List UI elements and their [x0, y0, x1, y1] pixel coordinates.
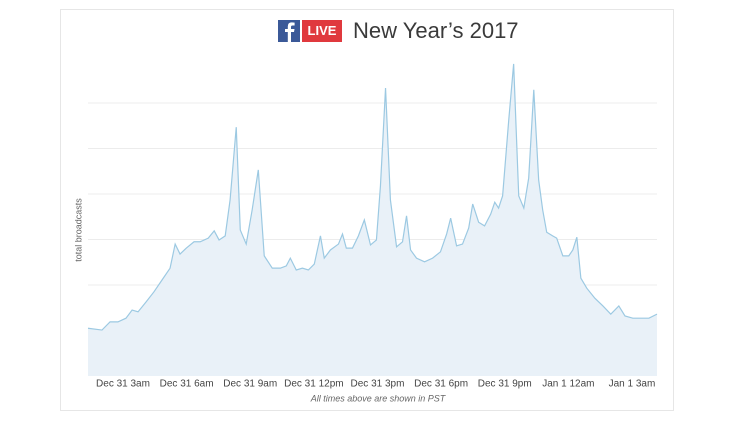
chart-title: New Year’s 2017: [353, 18, 519, 43]
x-tick-label: Dec 31 3pm: [351, 379, 405, 390]
x-tick-label: Dec 31 6am: [160, 379, 214, 390]
area-fill: [88, 63, 657, 377]
x-tick-label: Dec 31 9pm: [478, 379, 532, 390]
x-tick-label: Dec 31 9am: [223, 379, 277, 390]
x-tick-label: Dec 31 12pm: [284, 379, 343, 390]
live-badge: [302, 20, 342, 42]
area-line: [87, 63, 658, 331]
x-tick-label: Jan 1 3am: [609, 379, 656, 390]
x-tick-label: Jan 1 12am: [542, 379, 594, 390]
x-tick-label: Dec 31 6pm: [414, 379, 468, 390]
facebook-f: [285, 22, 295, 42]
x-tick-label: Dec 31 3am: [96, 379, 150, 390]
footnote: All times above are shown in PST: [310, 393, 447, 403]
y-axis-label: total broadcasts: [73, 198, 83, 262]
live-text: LIVE: [308, 23, 337, 38]
